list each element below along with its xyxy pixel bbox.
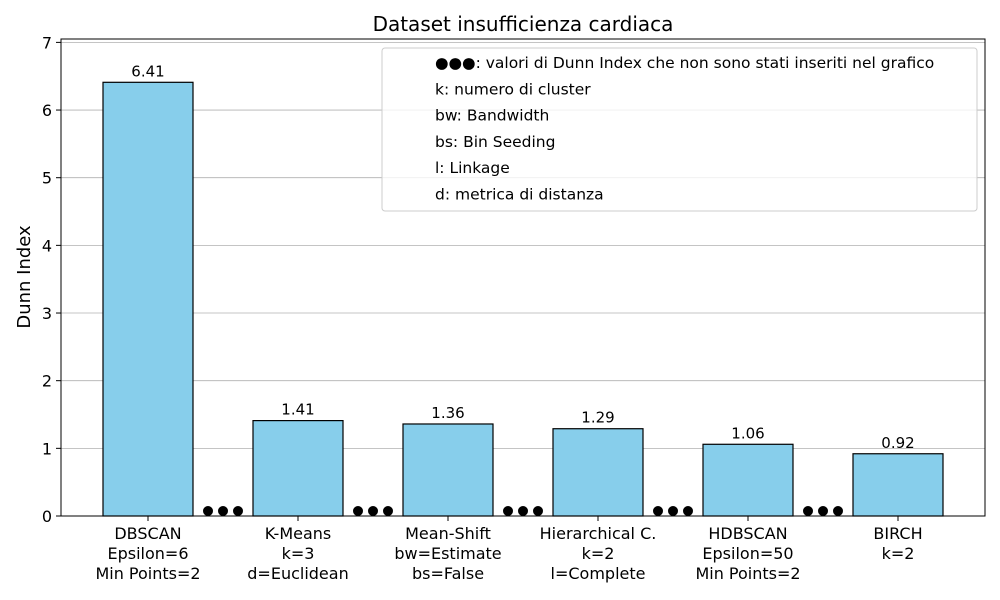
gap-dot — [518, 506, 528, 516]
bar — [402, 423, 494, 517]
gap-dot — [233, 506, 243, 516]
gap-dot — [818, 506, 828, 516]
x-tick-label-line: DBSCAN — [114, 524, 181, 543]
x-tick-label: BIRCH k=2 — [873, 524, 922, 563]
x-tick-label-line: bw=Estimate — [394, 544, 501, 563]
y-tick-label: 1 — [42, 439, 52, 458]
y-tick-label: 0 — [42, 507, 52, 526]
x-tick-label: DBSCAN Epsilon=6 Min Points=2 — [95, 524, 200, 583]
x-tick-label-line: HDBSCAN — [708, 524, 787, 543]
bar — [552, 428, 644, 517]
x-tick-label-line: k=3 — [282, 544, 315, 563]
gap-dot — [353, 506, 363, 516]
gap-dot — [218, 506, 228, 516]
gap-dot — [803, 506, 813, 516]
x-tick-label-line: BIRCH — [873, 524, 922, 543]
bars — [102, 81, 944, 517]
bar — [102, 81, 194, 517]
x-tick-label-line: k=2 — [882, 544, 915, 563]
y-tick-label: 4 — [42, 236, 52, 255]
gap-dot — [368, 506, 378, 516]
gap-dot — [668, 506, 678, 516]
x-tick-label-line: d=Euclidean — [247, 564, 348, 583]
x-tick-label-line: Epsilon=6 — [107, 544, 188, 563]
legend-entry: ●●●: valori di Dunn Index che non sono s… — [435, 54, 934, 72]
gap-dot — [203, 506, 213, 516]
legend: ●●●: valori di Dunn Index che non sono s… — [381, 47, 978, 212]
gap-markers — [203, 506, 843, 516]
x-tick-label: HDBSCAN Epsilon=50 Min Points=2 — [695, 524, 800, 583]
x-tick-label-line: Hierarchical C. — [540, 524, 657, 543]
legend-entry: bs: Bin Seeding — [435, 133, 555, 151]
legend-entry: k: numero di cluster — [435, 80, 591, 98]
x-tick-label-line: Min Points=2 — [95, 564, 200, 583]
legend-entry: bw: Bandwidth — [435, 107, 549, 125]
x-tick-label-line: Min Points=2 — [695, 564, 800, 583]
x-tick-label-line: k=2 — [582, 544, 615, 563]
data-label: 1.41 — [281, 401, 314, 419]
legend-entry: d: metrica di distanza — [435, 186, 604, 204]
data-label: 1.06 — [731, 424, 764, 442]
data-label: 1.29 — [581, 409, 614, 427]
y-tick-label: 6 — [42, 101, 52, 120]
x-tick-label-line: K-Means — [265, 524, 332, 543]
bar — [702, 443, 794, 517]
legend-entry: l: Linkage — [435, 159, 510, 177]
x-tick-label-line: l=Complete — [551, 564, 646, 583]
y-tick-label: 3 — [42, 304, 52, 323]
y-tick-label: 5 — [42, 169, 52, 188]
x-tick-label-line: bs=False — [412, 564, 484, 583]
data-label: 1.36 — [431, 404, 464, 422]
bar — [852, 453, 944, 517]
gap-dot — [503, 506, 513, 516]
gap-dot — [683, 506, 693, 516]
plot-frame — [60, 38, 986, 517]
x-axis-ticks: DBSCAN Epsilon=6 Min Points=2K-Means k=3 d=E… — [95, 516, 923, 583]
chart-title: Dataset insufficienza cardiaca — [373, 12, 674, 36]
legend-box — [381, 47, 978, 212]
x-tick-label-line: Mean-Shift — [405, 524, 491, 543]
value-labels: 6.41 1.41 1.36 1.29 1.06 0.92 — [131, 62, 914, 451]
gap-dot — [533, 506, 543, 516]
data-label: 6.41 — [131, 62, 164, 80]
y-axis-ticks: 0 1 2 3 4 5 6 7 — [42, 33, 61, 526]
x-tick-label: Mean-Shift bw=Estimate bs=False — [394, 524, 501, 583]
gap-dot — [653, 506, 663, 516]
y-axis-label: Dunn Index — [14, 225, 35, 329]
data-label: 0.92 — [881, 434, 914, 452]
x-tick-label-line: Epsilon=50 — [702, 544, 793, 563]
gap-dot — [833, 506, 843, 516]
gap-dot — [383, 506, 393, 516]
y-tick-label: 2 — [42, 372, 52, 391]
bar — [252, 420, 344, 517]
y-tick-label: 7 — [42, 33, 52, 52]
x-tick-label: Hierarchical C. k=2 l=Complete — [540, 524, 657, 583]
x-tick-label: K-Means k=3 d=Euclidean — [247, 524, 348, 583]
